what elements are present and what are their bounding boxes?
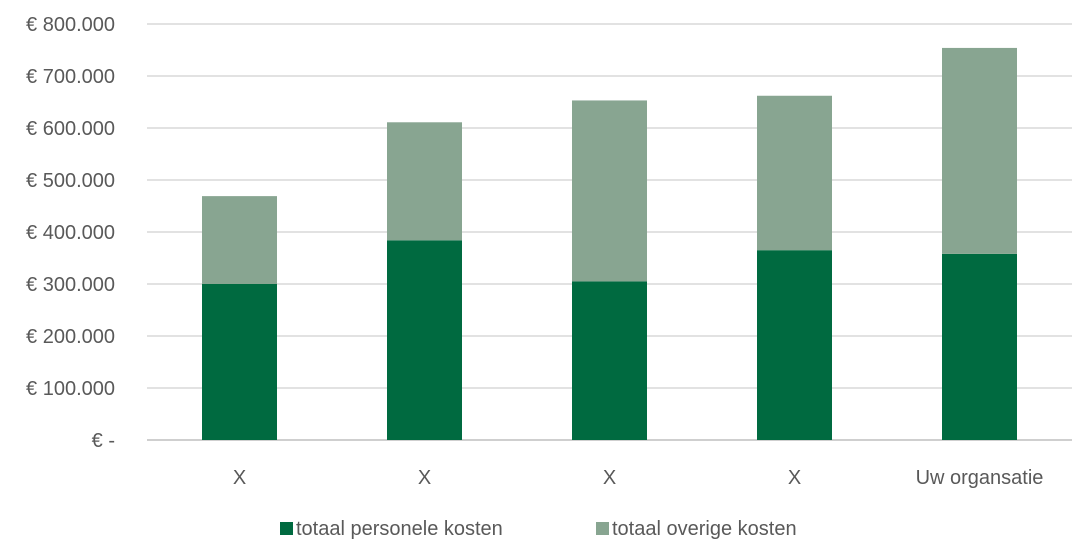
y-tick-label: € 500.000: [26, 170, 115, 192]
bar-personele-kosten: [757, 250, 832, 440]
x-axis-category-labels: X X X X Uw organsatie: [233, 467, 1044, 489]
y-tick-label: € 700.000: [26, 66, 115, 88]
y-tick-label: € -: [92, 430, 115, 452]
y-tick-label: € 200.000: [26, 326, 115, 348]
y-tick-label: € 600.000: [26, 118, 115, 140]
x-category-label: X: [233, 467, 246, 489]
legend: totaal personele kosten totaal overige ko…: [280, 518, 797, 540]
x-category-label: Uw organsatie: [916, 467, 1044, 489]
x-category-label: X: [418, 467, 431, 489]
bar-overige-kosten: [202, 196, 277, 284]
bar-overige-kosten: [572, 100, 647, 282]
bars: [202, 47, 1017, 440]
bar-personele-kosten: [572, 281, 647, 440]
x-category-label: X: [603, 467, 616, 489]
legend-swatch: [596, 522, 609, 535]
y-axis-tick-labels: € - € 100.000 € 200.000 € 300.000 € 400.000 €…: [26, 14, 115, 452]
bar-personele-kosten: [202, 284, 277, 440]
legend-label: totaal overige kosten: [612, 518, 797, 540]
bar-personele-kosten: [942, 253, 1017, 440]
y-tick-label: € 300.000: [26, 274, 115, 296]
legend-swatch: [280, 522, 293, 535]
bar-overige-kosten: [942, 47, 1017, 254]
legend-label: totaal personele kosten: [296, 518, 503, 540]
bar-overige-kosten: [387, 122, 462, 241]
bar-personele-kosten: [387, 240, 462, 440]
y-tick-label: € 800.000: [26, 14, 115, 36]
bar-overige-kosten: [757, 95, 832, 251]
x-category-label: X: [788, 467, 801, 489]
y-tick-label: € 100.000: [26, 378, 115, 400]
y-tick-label: € 400.000: [26, 222, 115, 244]
